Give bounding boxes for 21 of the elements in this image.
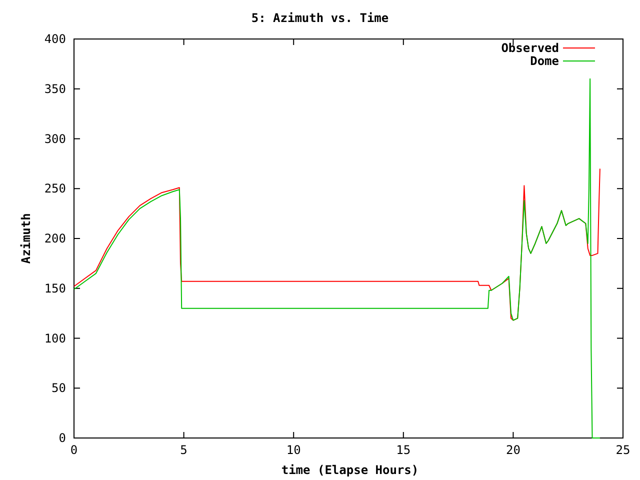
x-tick-label: 25 <box>616 443 630 457</box>
chart-title: 5: Azimuth vs. Time <box>251 11 389 25</box>
y-tick-label: 200 <box>44 232 66 246</box>
x-tick-label: 10 <box>286 443 301 457</box>
x-tick-label: 0 <box>70 443 78 457</box>
legend-label: Dome <box>530 54 559 68</box>
y-tick-label: 50 <box>52 381 66 396</box>
y-tick-label: 0 <box>58 431 66 445</box>
y-axis-title: Azimuth <box>19 213 33 264</box>
y-tick-label: 250 <box>44 182 66 196</box>
x-tick-label: 20 <box>506 443 520 457</box>
line-series <box>74 78 600 438</box>
y-tick-label: 150 <box>44 281 66 296</box>
x-axis-title: time (Elapse Hours) <box>281 463 419 477</box>
y-tick-label: 350 <box>44 82 66 96</box>
y-tick-label: 300 <box>44 132 66 146</box>
y-tick-label: 400 <box>44 32 66 46</box>
x-tick-label: 5 <box>180 443 188 457</box>
y-tick-label: 100 <box>44 331 66 346</box>
legend-label: Observed <box>501 41 559 55</box>
x-tick-label: 15 <box>396 443 411 457</box>
